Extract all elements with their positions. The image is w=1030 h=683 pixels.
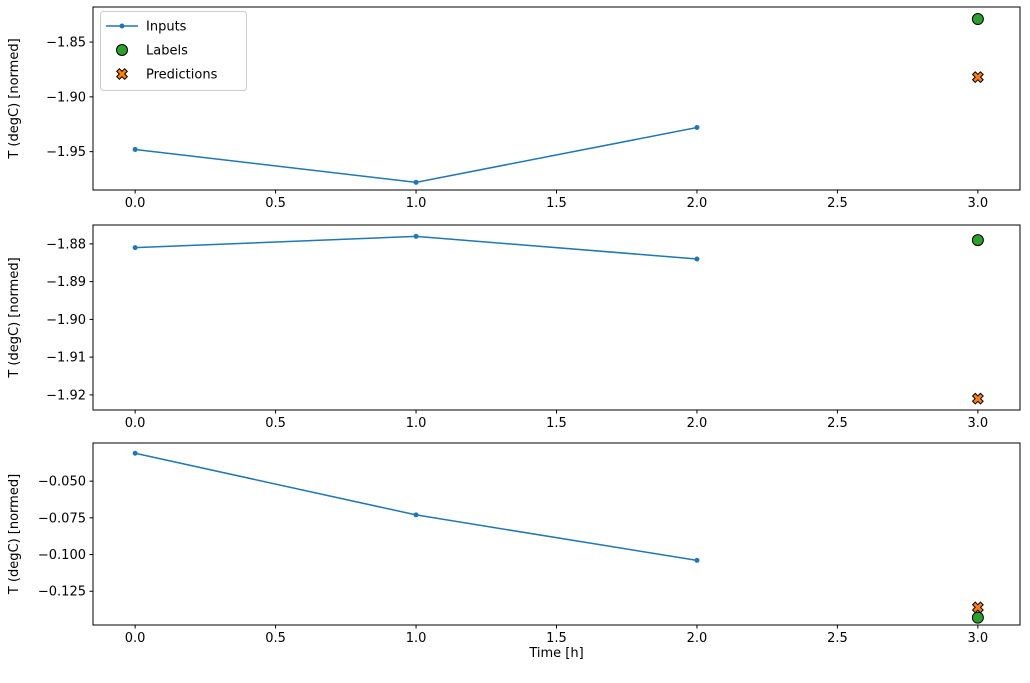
y-tick-label: −1.90 [46,313,86,328]
legend-box [100,11,247,91]
y-tick-label: −0.100 [38,548,86,563]
series-inputs-point [132,146,138,152]
x-tick-label: 1.5 [546,196,567,211]
y-axis-label: T (degC) [normed] [7,38,22,159]
x-tick-label: 2.5 [827,416,848,431]
y-axis-label: T (degC) [normed] [7,257,22,378]
series-inputs-point [132,245,138,251]
series-labels-marker [971,611,984,624]
x-tick-label: 2.5 [827,631,848,646]
legend-x-sample-icon [115,67,129,81]
x-tick-label: 0.0 [125,631,146,646]
x-tick-label: 3.0 [968,196,989,211]
x-tick-label: 0.5 [265,416,286,431]
y-tick-label: −1.91 [46,351,86,366]
x-tick-label: 1.0 [406,631,427,646]
legend-dot-sample-icon [119,23,125,29]
series-inputs-point [413,179,419,185]
series-inputs-point [413,512,419,518]
x-tick-label: 1.5 [546,631,567,646]
legend-entry-labels: Labels [116,44,188,59]
x-tick-label: 0.5 [265,631,286,646]
series-inputs-point [413,233,419,239]
x-tick-label: 1.0 [406,416,427,431]
series-inputs-point [132,450,138,456]
x-axis-label: Time [h] [528,646,583,661]
legend-label: Labels [146,44,188,59]
legend-circle-sample-icon [116,44,128,56]
y-tick-label: −1.89 [46,275,86,290]
subplot-2: 0.0 0.5 1.0 1.5 2.0 2.5 3.0 −1.88 −1.89 −1.90 −1.9… [7,224,1021,431]
series-inputs-point [694,256,700,262]
y-tick-label: −1.88 [46,237,86,252]
x-tick-label: 0.5 [265,196,286,211]
subplot-1: 0.0 0.5 1.0 1.5 2.0 2.5 3.0 −1.85 −1.90 −1.95 T (d… [7,6,1021,211]
series-inputs-point [694,557,700,563]
y-tick-label: −0.075 [38,511,86,526]
axes-frame [92,442,1021,626]
x-tick-label: 2.0 [687,631,708,646]
y-tick-label: −1.95 [46,145,86,160]
x-tick-label: 0.0 [125,416,146,431]
series-inputs-line [135,126,698,184]
series-labels-marker [971,234,984,247]
legend-label: Inputs [146,20,187,35]
x-tick-label: 2.0 [687,416,708,431]
x-tick-label: 2.5 [827,196,848,211]
series-predictions-marker [971,71,984,84]
x-tick-label: 1.5 [546,416,567,431]
x-tick-label: 1.0 [406,196,427,211]
y-tick-label: −1.90 [46,90,86,105]
legend-entry-predictions: Predictions [115,67,218,83]
axes-frame [92,224,1021,411]
legend: Inputs Labels Predictions [100,11,247,91]
y-axis-label: T (degC) [normed] [7,474,22,595]
x-tick-label: 3.0 [968,631,989,646]
legend-entry-inputs: Inputs [106,20,187,35]
series-predictions-marker [971,392,984,405]
subplot-3: 0.0 0.5 1.0 1.5 2.0 2.5 3.0 −0.050 −0.075 −0.100 −… [7,442,1021,646]
x-tick-label: 0.0 [125,196,146,211]
y-tick-label: −1.85 [46,36,86,51]
x-tick-label: 3.0 [968,416,989,431]
x-tick-label: 2.0 [687,196,708,211]
legend-label: Predictions [146,68,218,83]
y-tick-label: −1.92 [46,388,86,403]
y-tick-label: −0.050 [38,475,86,490]
series-inputs-line [134,452,698,562]
series-inputs-point [694,125,700,131]
y-tick-label: −0.125 [38,585,86,600]
series-labels-marker [971,13,984,26]
series-inputs-line [135,235,698,260]
series-predictions-marker [971,601,984,614]
